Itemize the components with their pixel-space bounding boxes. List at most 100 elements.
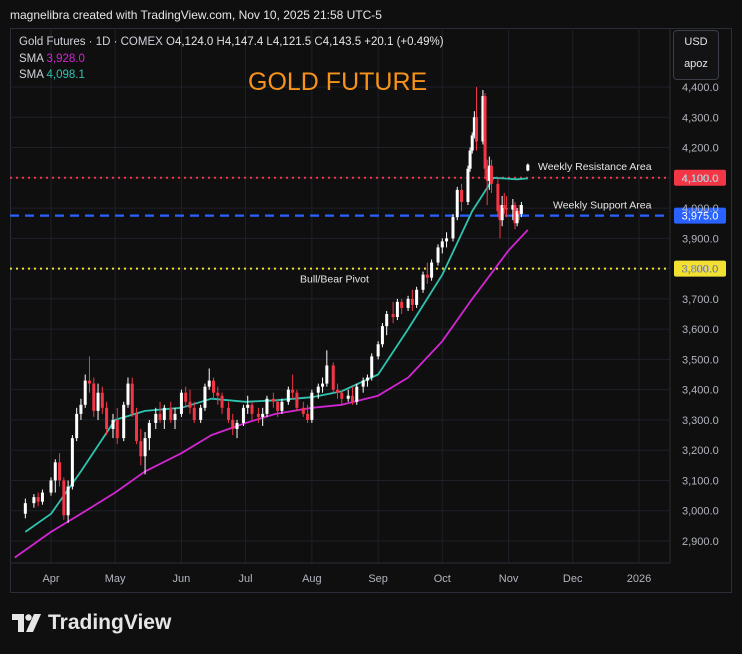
- y-tick-label: 3,800.0: [682, 264, 719, 276]
- y-tick-label: 3,000.0: [682, 506, 719, 518]
- candle-down: [276, 401, 280, 411]
- candle-up: [451, 217, 455, 239]
- open-label: O: [166, 36, 175, 48]
- x-tick-label: Jun: [173, 573, 191, 585]
- user-label: apoz: [684, 58, 708, 70]
- candle-up: [154, 413, 158, 423]
- tradingview-logo: TradingView: [12, 611, 171, 635]
- candle-up: [325, 365, 329, 384]
- axes: 2,900.0 3,000.0 3,100.0 3,200.0 3,300.0 3,400…: [10, 28, 719, 585]
- candle-up: [321, 383, 325, 387]
- candle-down: [135, 413, 139, 442]
- candle-down: [220, 395, 224, 408]
- candle-down: [192, 407, 196, 420]
- low-label: L: [266, 36, 273, 48]
- level-price-box: [674, 207, 726, 224]
- candle-up: [500, 205, 504, 221]
- candle-up: [468, 150, 472, 169]
- candle-down: [425, 274, 429, 278]
- candle-up: [519, 205, 523, 215]
- candle-down: [336, 389, 340, 393]
- candle-down: [212, 380, 216, 393]
- candle-up: [265, 398, 269, 414]
- candle-up: [96, 392, 100, 411]
- sma1-label: SMA: [19, 52, 44, 65]
- candle-up: [346, 395, 350, 399]
- candle-down: [410, 298, 414, 305]
- candle-down: [489, 165, 493, 184]
- candle-down: [87, 380, 91, 384]
- candle-up: [173, 413, 177, 420]
- y-tick-label: 3,600.0: [682, 324, 719, 336]
- candle-up: [280, 401, 284, 411]
- x-tick-label: Apr: [42, 573, 59, 585]
- x-tick-label: Oct: [434, 573, 451, 585]
- ohlc-row: Gold Futures · 1D · COMEX O4,124.0 H4,14…: [19, 34, 444, 51]
- candle-up: [111, 419, 115, 430]
- low-value: 4,121.5: [272, 36, 312, 48]
- candle-up: [40, 492, 44, 502]
- candle-down: [58, 462, 62, 481]
- y-tick-label: 3,900.0: [682, 233, 719, 245]
- attribution-header: magnelibra created with TradingView.com,…: [10, 8, 382, 22]
- candle-up: [361, 380, 365, 387]
- symbol-label: Gold Futures · 1D · COMEX: [19, 36, 163, 48]
- candle-up: [310, 392, 314, 420]
- candle-down: [130, 383, 134, 414]
- candle-up: [207, 380, 211, 387]
- candle-up: [395, 301, 399, 318]
- candle-up: [430, 262, 434, 278]
- sma-line-magenta: [14, 229, 529, 559]
- sma-lines: [14, 176, 529, 559]
- candle-up: [481, 96, 485, 142]
- candle-up: [49, 480, 53, 493]
- candle-down: [92, 383, 96, 411]
- candle-up: [179, 392, 183, 414]
- currency-selector[interactable]: USD apoz: [673, 30, 719, 80]
- candle-up: [466, 168, 470, 203]
- candle-up: [436, 247, 440, 263]
- chart-title: GOLD FUTURE: [248, 68, 428, 96]
- candle-up: [143, 438, 147, 457]
- candle-down: [158, 413, 162, 420]
- candle-up: [147, 422, 151, 439]
- y-tick-label: 3,700.0: [682, 294, 719, 306]
- candle-down: [250, 404, 254, 414]
- level-price-label: 3,800.0: [682, 264, 719, 276]
- candle-up: [23, 503, 27, 514]
- sma2-row: SMA 4,098.1: [19, 67, 444, 84]
- candle-up: [380, 326, 384, 345]
- candle-up: [440, 241, 444, 248]
- y-tick-label: 4,100.0: [682, 173, 719, 185]
- candle-down: [502, 205, 506, 209]
- level-price-box: [674, 260, 726, 277]
- candle-up: [487, 165, 491, 181]
- candlestick-chart[interactable]: 4,100.0 Weekly Resistance Area 3,975.0 Week…: [10, 28, 732, 593]
- candle-up: [445, 238, 449, 242]
- candle-up: [79, 404, 83, 414]
- candle-up: [246, 404, 250, 408]
- brand-name: TradingView: [48, 611, 172, 634]
- candle-up: [365, 377, 369, 381]
- high-value: 4,147.4: [224, 36, 264, 48]
- x-tick-label: May: [105, 573, 126, 585]
- y-tick-label: 3,100.0: [682, 475, 719, 487]
- candle-up: [472, 117, 476, 136]
- level-annotation: Bull/Bear Pivot: [300, 274, 369, 286]
- candle-up: [355, 386, 359, 402]
- chart-frame: [10, 28, 732, 593]
- candle-up: [415, 289, 419, 305]
- candle-down: [460, 189, 464, 203]
- y-tick-label: 4,000.0: [682, 203, 719, 215]
- horizontal-levels: 4,100.0 Weekly Resistance Area 3,975.0 Week…: [10, 161, 726, 286]
- candle-up: [385, 314, 389, 327]
- close-value: 4,143.5: [322, 36, 362, 48]
- level-price-box: [674, 169, 726, 186]
- y-tick-label: 4,200.0: [682, 143, 719, 155]
- candle-down: [291, 389, 295, 393]
- candle-down: [391, 314, 395, 318]
- y-tick-label: 2,900.0: [682, 536, 719, 548]
- x-tick-label: Dec: [563, 573, 583, 585]
- candle-up: [66, 486, 70, 516]
- candle-up: [406, 298, 410, 308]
